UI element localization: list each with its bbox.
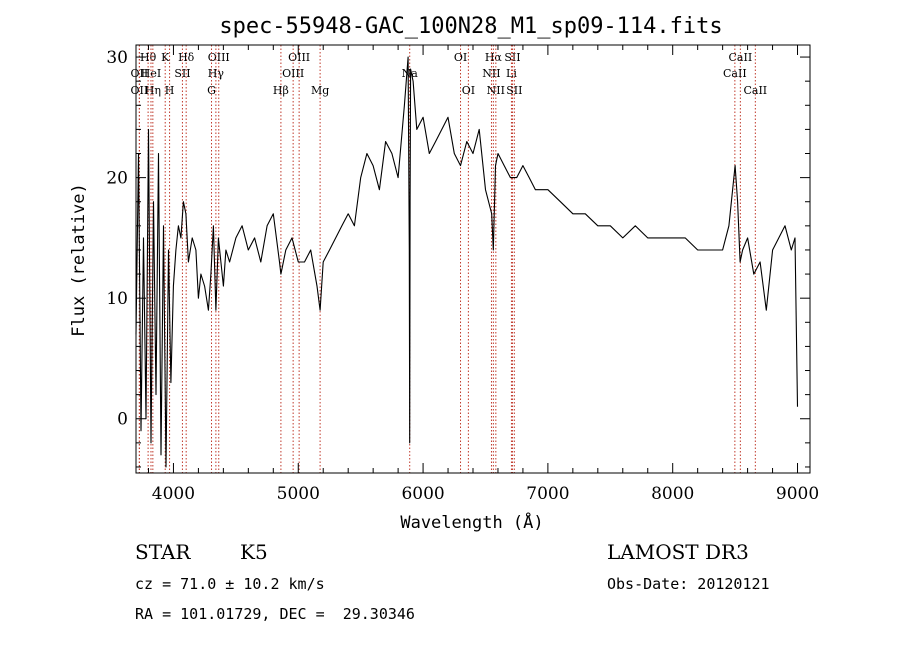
spectral-line-label: HeI [141,67,161,80]
spectral-line-label: OII [131,84,149,97]
x-tick-label: 8000 [651,484,694,504]
obs-date: Obs-Date: 20120121 [607,575,770,593]
plot-axes: 4000 5000 6000 7000 8000 9000 0 10 20 30 [106,44,819,504]
object-class: STAR [135,540,191,564]
coordinates-readout: RA = 101.01729, DEC = 29.30346 [135,605,415,623]
spectral-line-label: OIII [288,51,310,64]
x-tick-label: 7000 [526,484,569,504]
x-tick-label: 6000 [401,484,444,504]
spectral-line-label: NII [487,84,505,97]
chart-title: spec-55948-GAC_100N28_M1_sp09-114.fits [219,14,722,39]
x-tick-label: 5000 [277,484,320,504]
spectral-line-label: Hβ [273,84,289,97]
spectral-line-label: Li [506,67,517,80]
spectral-line-label: Na [402,67,419,80]
y-tick-label: 20 [106,169,128,189]
spectral-line-label: SII [174,67,190,80]
redshift-readout: cz = 71.0 ± 10.2 km/s [135,575,325,593]
plot-frame [135,44,811,474]
spectral-line-label: K [161,51,170,64]
y-tick-label: 30 [106,48,128,68]
survey-name: LAMOST DR3 [607,540,749,564]
spectral-line-label: OIII [282,67,304,80]
spectral-line-label: NII [482,67,500,80]
spectral-line-label: OIII [208,51,230,64]
spectrum-series [135,56,799,468]
spectral-line-label: SII [506,84,522,97]
object-subclass: K5 [240,540,268,564]
y-axis-label: Flux (relative) [69,183,89,337]
y-tick-label: 0 [117,410,128,430]
spectral-line-label: G [207,84,216,97]
x-tick-label: 4000 [152,484,195,504]
spectral-line-label: OI [462,84,475,97]
spectral-line-label: CaII [729,51,753,64]
x-axis-label: Wavelength (Å) [400,511,543,533]
spectral-line-label: SII [504,51,520,64]
spectral-line-label: CaII [723,67,747,80]
spectrum-line [135,56,799,468]
x-tick-label: 9000 [776,484,819,504]
spectral-line-label: Hα [485,51,503,64]
spectral-line-label: Hη [145,84,161,97]
spectral-line-label: OI [454,51,467,64]
spectral-line-label: Hθ [140,51,157,64]
spectral-line-label: CaII [743,84,767,97]
spectral-line-label: Hγ [208,67,225,80]
y-tick-label: 10 [106,289,128,309]
spectral-line-label: H [165,84,175,97]
spectral-line-label: Mg [311,84,329,97]
spectral-line-label: Hδ [178,51,195,64]
